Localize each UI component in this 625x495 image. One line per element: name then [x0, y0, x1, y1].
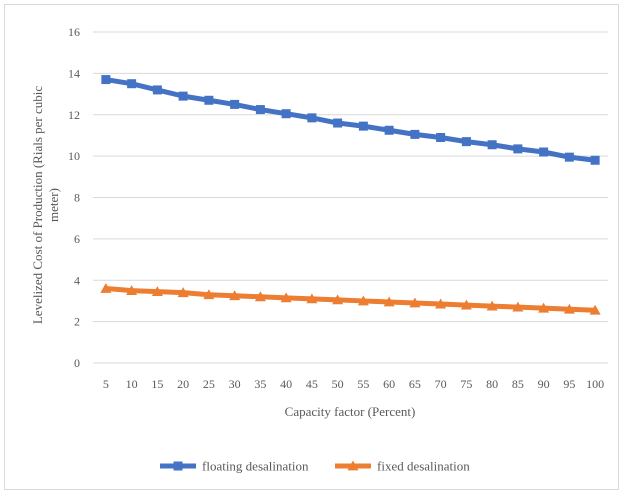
y-tick-label: 12 [68, 108, 80, 122]
x-tick-label: 65 [409, 377, 421, 391]
data-point-square [539, 147, 549, 157]
y-tick-label: 14 [68, 66, 80, 80]
data-point-triangle [589, 304, 601, 315]
data-point-square [358, 121, 368, 131]
data-point-square [410, 129, 420, 139]
data-point-triangle [435, 298, 447, 309]
data-point-triangle [538, 302, 550, 313]
data-point-square [461, 137, 471, 147]
series-line-1 [105, 286, 596, 313]
data-point-triangle [383, 296, 395, 307]
x-tick-label: 60 [383, 377, 395, 391]
data-point-triangle [486, 300, 498, 311]
data-point-triangle [512, 301, 524, 312]
data-point-triangle [460, 299, 472, 310]
x-axis-title: Capacity factor (Percent) [285, 404, 416, 419]
x-tick-label: 40 [280, 377, 292, 391]
x-tick-label: 50 [332, 377, 344, 391]
data-point-triangle [409, 297, 421, 308]
x-tick-label: 20 [177, 377, 189, 391]
data-point-square [204, 95, 214, 105]
data-point-square [333, 118, 343, 128]
y-tick-label: 0 [74, 356, 80, 370]
x-tick-label: 70 [435, 377, 447, 391]
data-point-triangle [203, 289, 215, 300]
x-tick-labels: 5 10 15 20 25 30 35 40 45 50 55 60 65 70 75 80 85 90 95 100 [103, 377, 604, 391]
data-point-square [230, 99, 240, 109]
data-point-triangle [357, 295, 369, 306]
data-point-square [436, 133, 446, 143]
data-point-triangle [306, 293, 318, 304]
data-point-triangle [126, 285, 138, 295]
x-tick-label: 95 [563, 377, 575, 391]
data-point-triangle [563, 303, 575, 314]
x-tick-label: 75 [460, 377, 472, 391]
data-point-square [101, 75, 111, 85]
y-tick-labels: 0 2 4 6 8 10 12 14 16 [68, 25, 80, 370]
gridlines [93, 31, 608, 364]
legend-label: fixed desalination [377, 459, 470, 474]
y-axis-title-line-1: Levelized Cost of Production (Rials per … [30, 86, 45, 325]
data-point-square [307, 113, 317, 123]
x-tick-label: 100 [586, 377, 604, 391]
data-point-square [127, 79, 137, 89]
y-axis-title-line-2: meter) [46, 188, 61, 222]
data-point-square [513, 144, 523, 154]
x-tick-label: 90 [538, 377, 550, 391]
data-point-triangle [177, 287, 189, 298]
legend-label: floating desalination [202, 459, 309, 474]
data-point-square [564, 152, 574, 162]
data-point-triangle [229, 290, 241, 301]
y-tick-label: 10 [68, 149, 80, 163]
data-point-triangle [280, 292, 292, 303]
data-point-triangle [151, 286, 163, 297]
data-point-triangle [332, 294, 344, 305]
data-point-square [255, 105, 265, 115]
data-point-square [384, 125, 394, 135]
x-tick-label: 25 [203, 377, 215, 391]
legend: floating desalination fixed desalination [160, 459, 470, 474]
x-tick-label: 10 [126, 377, 138, 391]
y-tick-label: 6 [74, 232, 80, 246]
y-tick-label: 16 [68, 25, 80, 39]
series-lines [105, 77, 596, 313]
data-point-square [178, 91, 188, 101]
data-point-triangle [100, 283, 112, 293]
x-tick-label: 55 [357, 377, 369, 391]
x-tick-label: 80 [486, 377, 498, 391]
data-point-square [281, 109, 291, 119]
data-point-square [590, 155, 600, 165]
data-point-square [152, 85, 162, 95]
data-point-triangle [254, 291, 266, 302]
y-tick-label: 2 [74, 315, 80, 329]
data-point-square [487, 140, 497, 150]
x-tick-label: 85 [512, 377, 524, 391]
y-tick-label: 4 [74, 273, 80, 287]
y-tick-label: 8 [74, 191, 80, 205]
x-tick-label: 30 [229, 377, 241, 391]
x-tick-label: 35 [254, 377, 266, 391]
legend-swatch-marker [173, 461, 183, 471]
chart-frame [4, 4, 619, 490]
x-tick-label: 5 [103, 377, 109, 391]
legend-swatch-marker [347, 460, 359, 471]
x-tick-label: 45 [306, 377, 318, 391]
series-markers [100, 75, 601, 315]
x-tick-label: 15 [151, 377, 163, 391]
